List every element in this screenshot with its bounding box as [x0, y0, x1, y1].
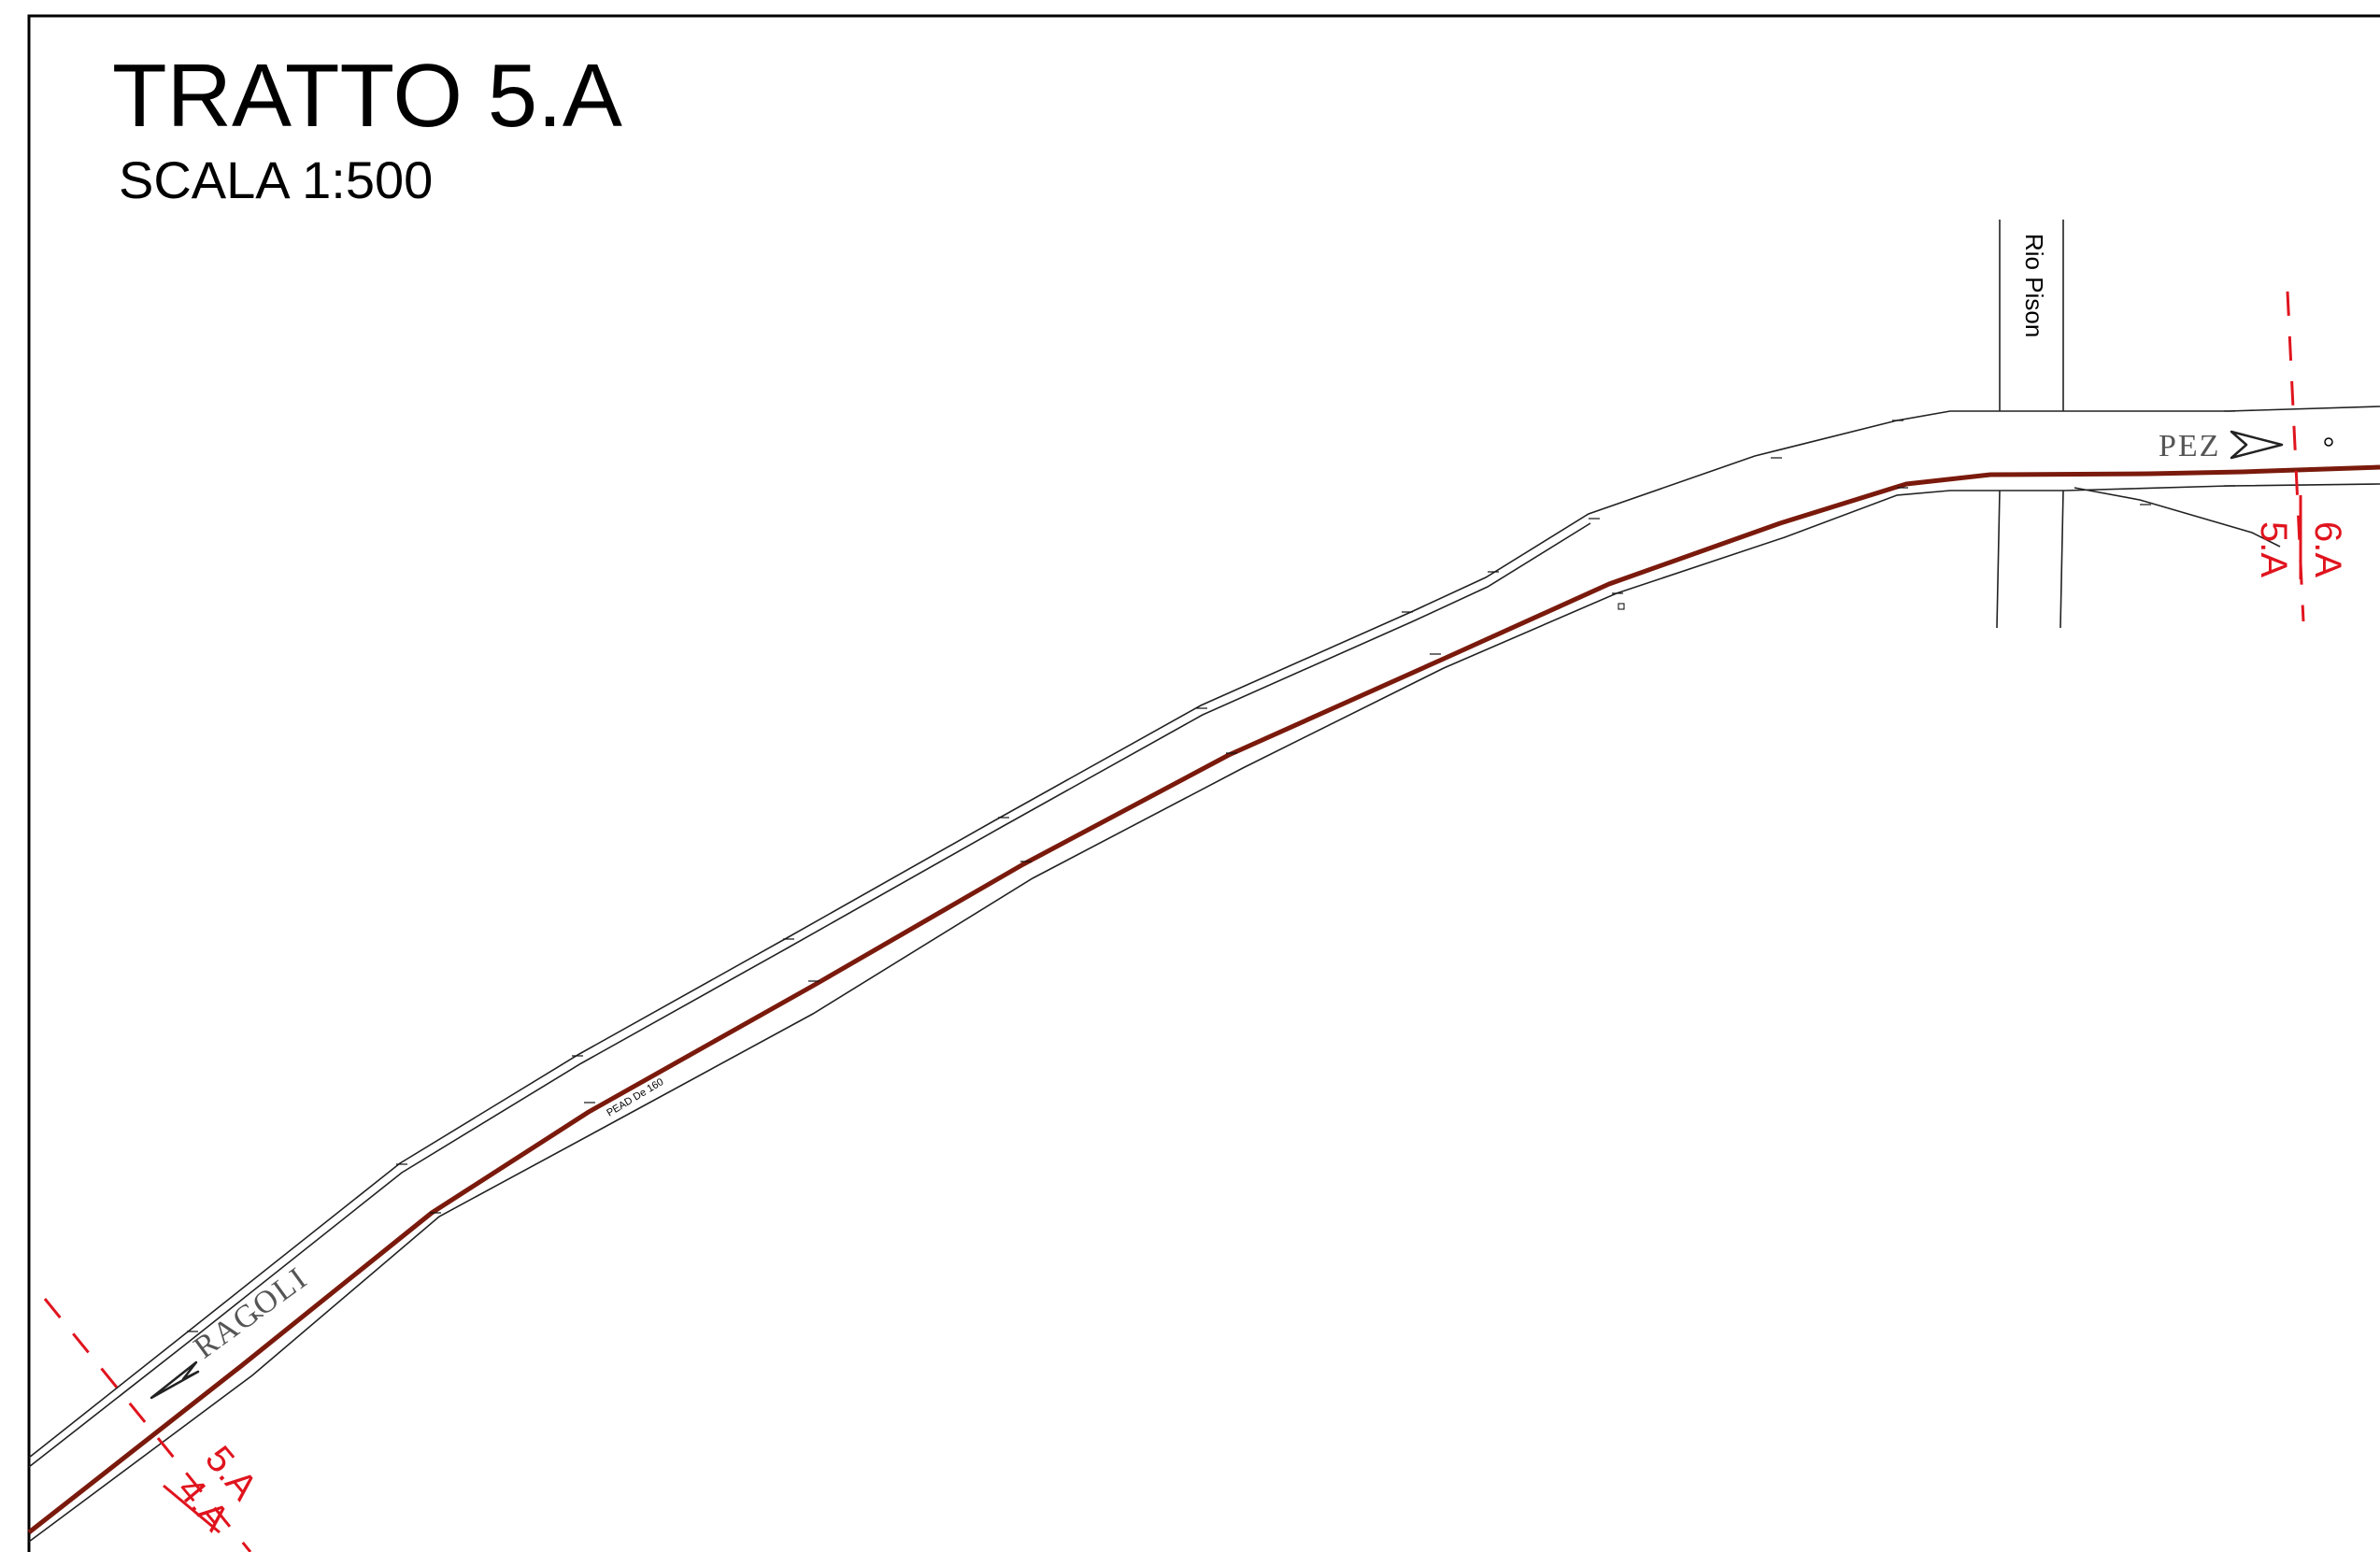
- section-right-top: 6.A: [2307, 521, 2348, 577]
- side-branch: [2074, 488, 2280, 547]
- direction-right-label: PEZ: [2159, 429, 2220, 463]
- survey-box-marker: [1618, 604, 1624, 609]
- survey-point-marker: [2325, 438, 2332, 446]
- direction-pez: PEZ: [2159, 429, 2282, 463]
- pipe-route: [29, 467, 2380, 1532]
- river-label: Rio Pison: [2020, 234, 2048, 337]
- road-lower-edge: [29, 484, 2380, 1542]
- river-crossing: Rio Pison: [1997, 220, 2063, 628]
- drawing-scale: SCALA 1:500: [119, 150, 433, 209]
- river-edge-right-lower: [2060, 491, 2063, 628]
- arrow-right-icon: [2231, 432, 2282, 458]
- river-edge-left-lower: [1997, 491, 2000, 628]
- drawing-title: TRATTO 5.A: [112, 46, 622, 146]
- survey-ticks: [187, 411, 2235, 1331]
- road-upper-edge: [29, 406, 2380, 1467]
- section-cut-right: 6.A 5.A: [2253, 292, 2348, 621]
- section-right-bottom: 5.A: [2253, 521, 2294, 577]
- arrow-left-icon: [151, 1362, 198, 1398]
- direction-left-label: RAGOLI: [188, 1260, 314, 1365]
